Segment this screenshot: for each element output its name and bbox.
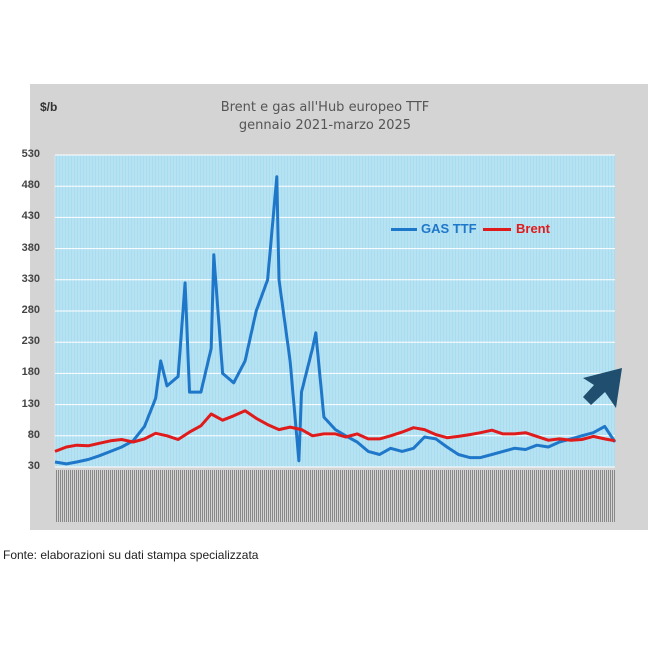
series-line-gas-ttf <box>54 175 617 466</box>
y-tick-label: 430 <box>21 210 40 223</box>
legend-swatch-gas <box>391 228 417 231</box>
y-tick-label: 230 <box>21 335 40 348</box>
y-tick-label: 130 <box>21 397 40 410</box>
source-note: Fonte: elaborazioni su dati stampa speci… <box>3 548 259 562</box>
y-tick-label: 380 <box>21 241 40 254</box>
series-layer <box>54 175 617 466</box>
grid-lines <box>54 154 615 468</box>
legend-label-gas: GAS TTF <box>421 221 477 236</box>
legend-label-brent: Brent <box>516 221 550 236</box>
y-tick-label: 530 <box>21 148 40 160</box>
y-tick-label: 80 <box>27 428 40 441</box>
y-axis-unit: $/b <box>40 100 58 114</box>
y-tick-label: 280 <box>21 304 40 316</box>
trend-arrow-icon <box>583 368 622 408</box>
x-axis-date-labels <box>55 470 615 522</box>
y-tick-label: 480 <box>21 179 40 192</box>
y-tick-label: 180 <box>21 366 40 379</box>
series-line-brent <box>54 409 616 453</box>
chart-title: Brent e gas all'Hub europeo TTF <box>220 100 430 115</box>
y-tick-label: 330 <box>21 272 40 285</box>
y-tick-label: 30 <box>27 460 40 472</box>
legend-swatch-brent <box>483 228 511 231</box>
chart-subtitle: gennaio 2021-marzo 2025 <box>238 118 412 133</box>
